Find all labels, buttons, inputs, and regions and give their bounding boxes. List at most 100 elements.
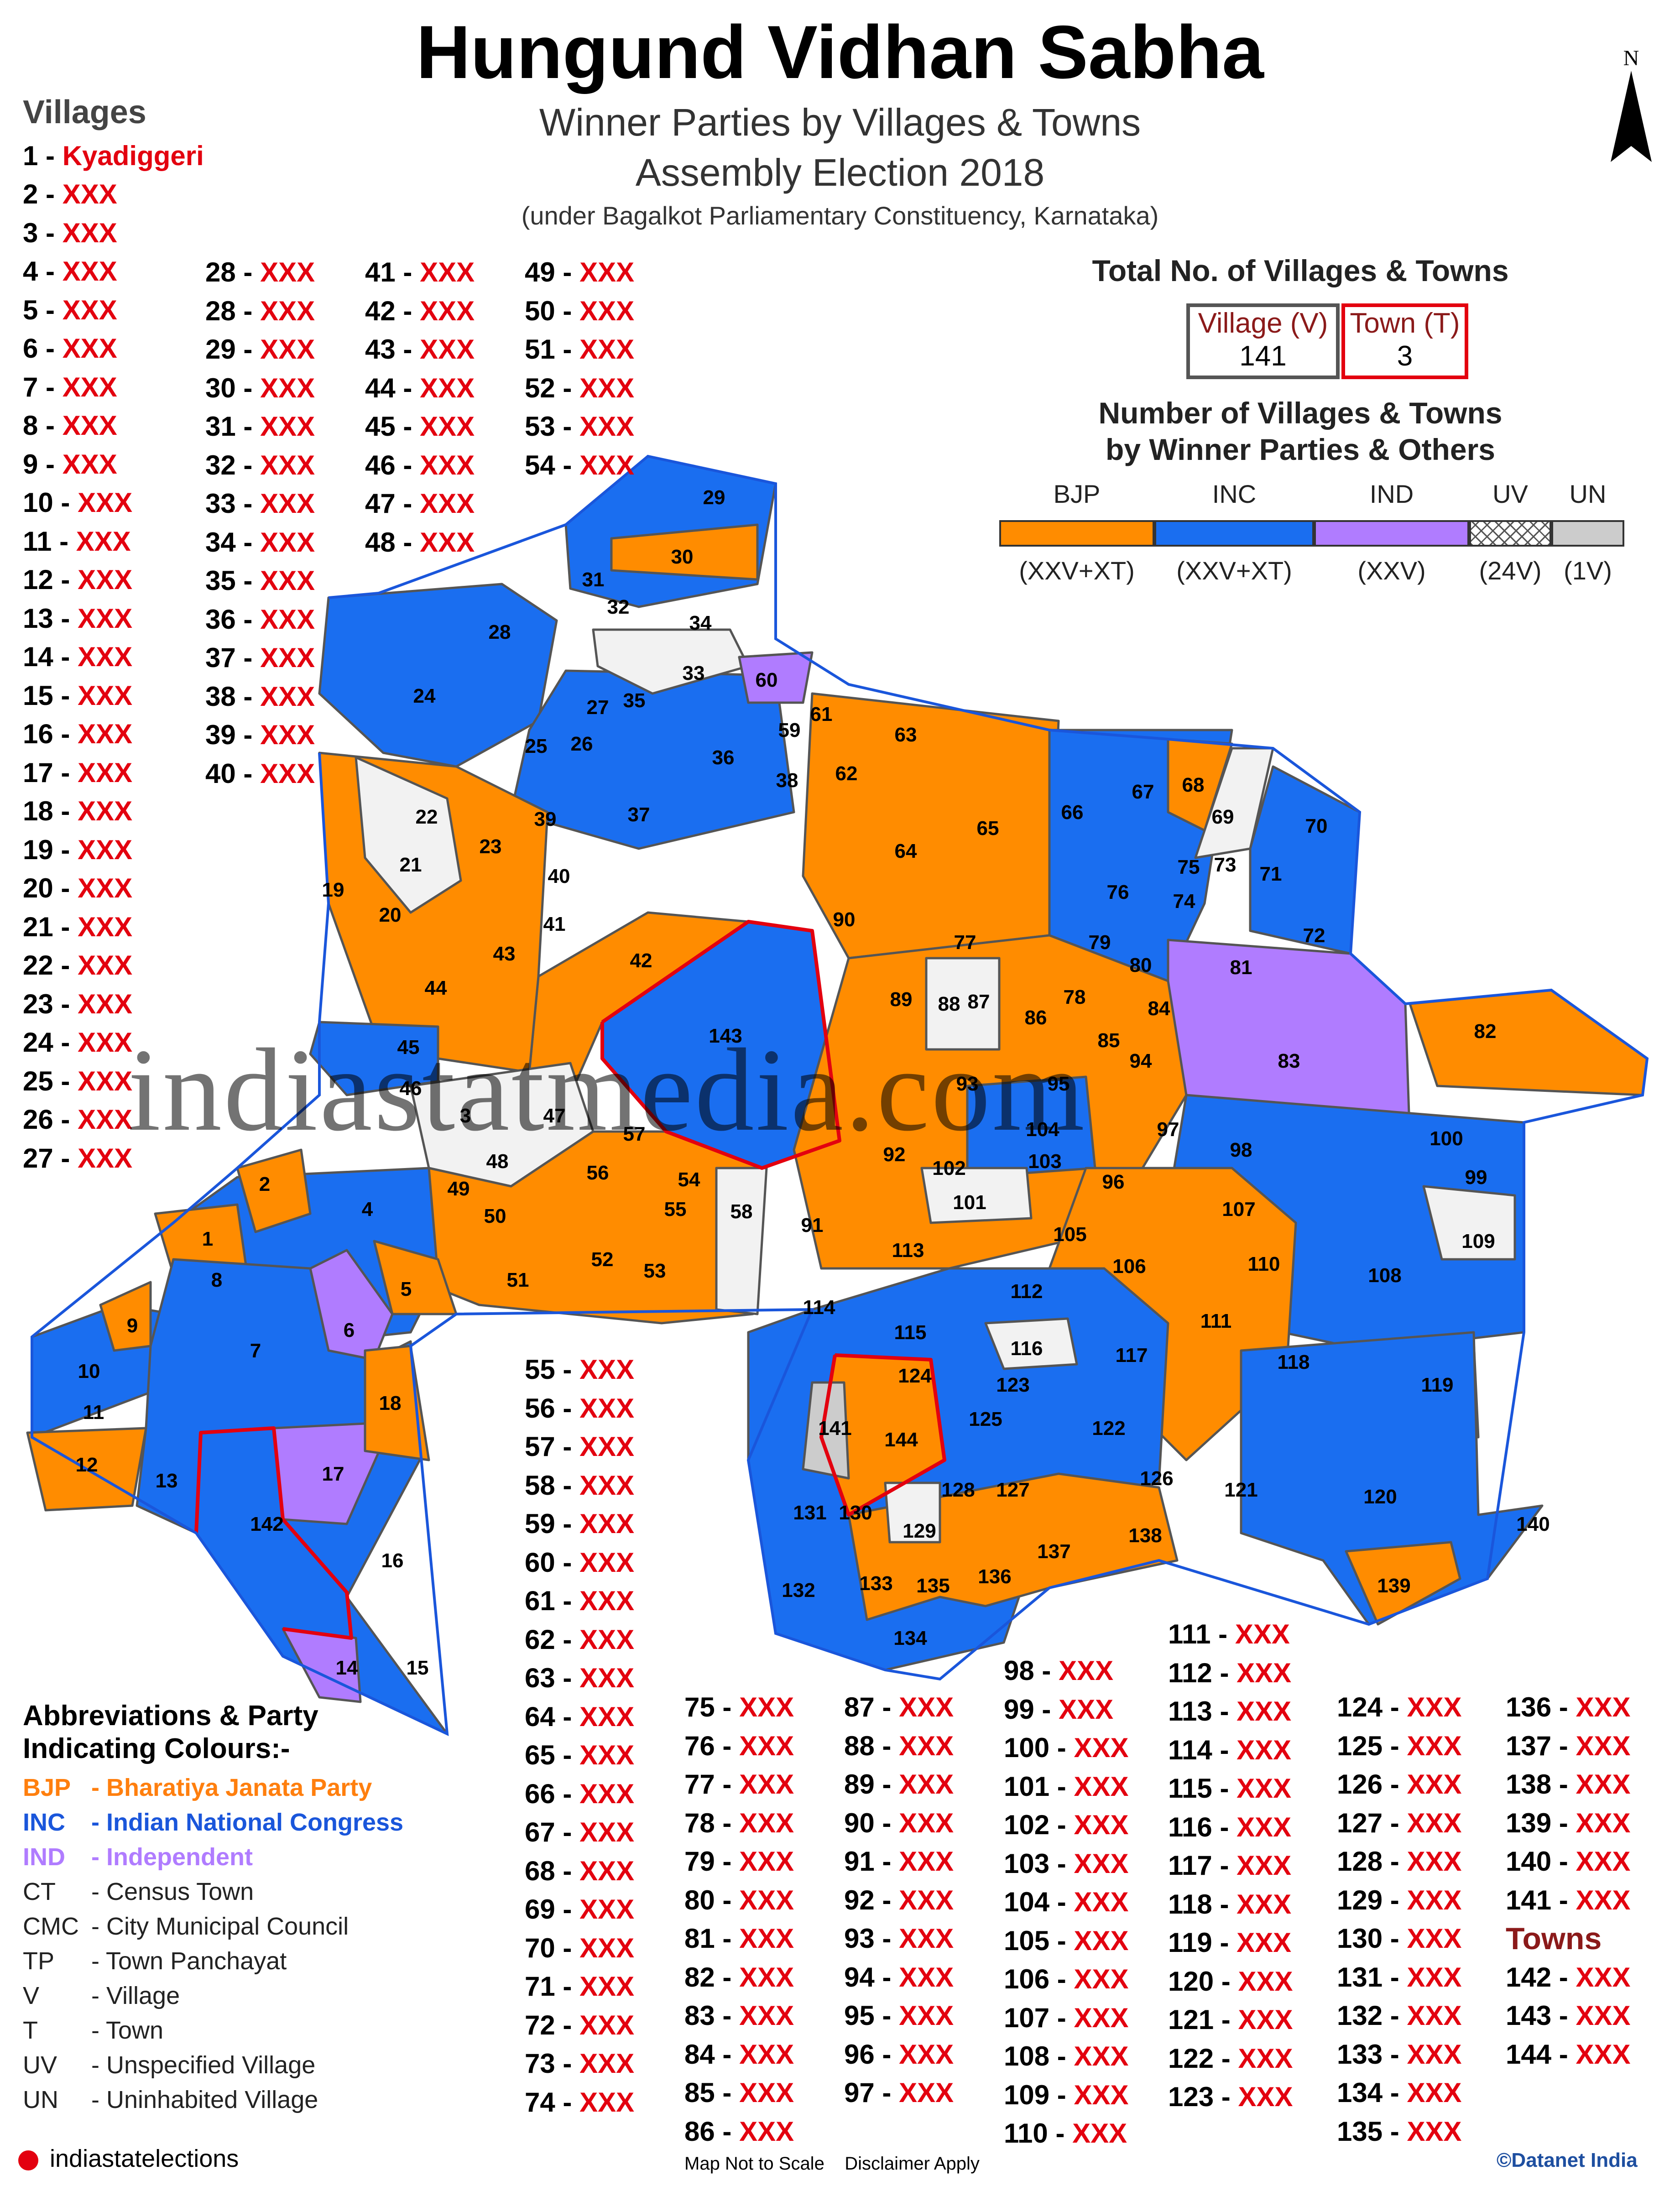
abbreviation-code: T xyxy=(23,2017,38,2044)
map-region-label: 11 xyxy=(83,1401,104,1424)
map-region-label: 63 xyxy=(895,724,917,746)
village-name: XXX xyxy=(899,1846,954,1877)
map-region-label: 67 xyxy=(1132,781,1154,803)
village-number: 4 - xyxy=(23,256,63,287)
village-name: XXX xyxy=(1074,1964,1129,1994)
abbreviation-text: - City Municipal Council xyxy=(91,1913,349,1940)
village-number: 136 - xyxy=(1506,1692,1576,1722)
watermark: indiastatmedia.com xyxy=(128,1022,1086,1158)
village-name: XXX xyxy=(739,1923,794,1954)
map-region-label: 91 xyxy=(801,1214,824,1236)
village-number: 79 - xyxy=(684,1846,740,1877)
village-name: XXX xyxy=(739,2116,794,2147)
map-region-label: 21 xyxy=(400,854,422,876)
village-list-column: 28 - XXX 28 - XXX 29 - XXX 30 - XXX 31 - XXX… xyxy=(205,253,315,793)
map-region-label: 68 xyxy=(1182,774,1205,796)
village-number: 48 - xyxy=(365,527,420,558)
village-list-item: 27 - XXX xyxy=(23,1139,132,1178)
map-region-label: 5 xyxy=(401,1278,412,1300)
map-region-label: 2 xyxy=(259,1173,270,1195)
village-number: 18 - xyxy=(23,796,78,826)
map-region-label: 104 xyxy=(1026,1118,1059,1141)
map-region-label: 31 xyxy=(582,569,605,591)
village-number: 54 - xyxy=(525,449,580,480)
village-list-item: 40 - XXX xyxy=(205,755,315,793)
village-name: XXX xyxy=(260,334,315,365)
village-number: 42 - xyxy=(365,295,420,326)
village-name: XXX xyxy=(260,372,315,403)
village-number: 129 - xyxy=(1337,1884,1407,1915)
village-list-item: 50 - XXX xyxy=(525,292,634,331)
map-region-label: 86 xyxy=(1025,1007,1047,1029)
map-region-label: 65 xyxy=(977,817,999,840)
village-list-item: 114 - XXX xyxy=(1168,1731,1293,1770)
village-number: 91 - xyxy=(844,1846,899,1877)
map-region-label: 19 xyxy=(322,879,344,901)
map-region-label: 35 xyxy=(623,689,646,712)
village-name: XXX xyxy=(579,334,635,365)
village-list-item: 117 - XXX xyxy=(1168,1847,1293,1885)
village-number: 117 - xyxy=(1168,1850,1237,1881)
village-name: XXX xyxy=(260,295,315,326)
village-list-item: 123 - XXX xyxy=(1168,2078,1293,2117)
town-number: 142 - xyxy=(1506,1961,1576,1993)
town-list-item: 144 - XXX xyxy=(1506,2035,1631,2074)
village-number: 82 - xyxy=(684,1961,740,1993)
village-name: XXX xyxy=(579,257,635,287)
abbreviation-code: UV xyxy=(23,2051,57,2079)
village-number: 46 - xyxy=(365,449,420,480)
village-number: 35 - xyxy=(205,565,261,596)
map-region-label: 114 xyxy=(803,1296,836,1319)
map-region-label: 119 xyxy=(1421,1374,1454,1396)
map-region-label: 72 xyxy=(1303,924,1325,947)
north-arrow-icon xyxy=(1611,71,1652,162)
village-name: XXX xyxy=(78,1142,133,1174)
map-region-label: 125 xyxy=(969,1408,1002,1430)
region-uv-116 xyxy=(984,1317,1078,1370)
map-region-label: 107 xyxy=(1222,1198,1255,1221)
map-region-label: 62 xyxy=(835,762,858,785)
village-number: 58 - xyxy=(525,1470,580,1501)
village-name: XXX xyxy=(1237,1657,1292,1688)
village-number: 28 - xyxy=(205,295,261,326)
village-name: XXX xyxy=(62,371,117,402)
village-name: XXX xyxy=(579,2009,635,2040)
map-region-label: 98 xyxy=(1230,1139,1252,1161)
map-region-label: 57 xyxy=(623,1123,646,1145)
abbreviation-item: UV - Unspecified Village xyxy=(23,2048,315,2082)
village-list-item: 68 - XXX xyxy=(525,1852,634,1891)
village-name: XXX xyxy=(1238,2004,1293,2035)
map-region-label: 111 xyxy=(1200,1310,1232,1332)
village-list-item: 92 - XXX xyxy=(844,1881,954,1920)
abbreviation-item: T - Town xyxy=(23,2013,163,2048)
village-name: XXX xyxy=(1407,1961,1462,1993)
map-region-label: 99 xyxy=(1465,1166,1487,1189)
village-list-item: 127 - XXX xyxy=(1337,1804,1462,1843)
abbreviation-item: CT - Census Town xyxy=(23,1874,254,1909)
village-list-item: 129 - XXX xyxy=(1337,1881,1462,1920)
region-inc-west xyxy=(318,583,558,768)
map-region-label: 129 xyxy=(903,1520,936,1542)
map-region-label: 17 xyxy=(322,1463,344,1485)
village-number: 45 - xyxy=(365,411,420,442)
map-region-label: 109 xyxy=(1461,1230,1495,1252)
north-arrow: N xyxy=(1606,46,1656,167)
village-number: 116 - xyxy=(1168,1811,1237,1842)
village-list-item: 19 - XXX xyxy=(23,831,132,870)
village-name: XXX xyxy=(260,681,315,712)
village-number: 30 - xyxy=(205,372,261,403)
village-number: 131 - xyxy=(1337,1961,1407,1993)
map-region-label: 8 xyxy=(211,1269,222,1291)
village-list-item: 2 - XXX xyxy=(23,175,132,214)
map-region-label: 15 xyxy=(407,1657,429,1679)
village-number: 105 - xyxy=(1004,1925,1074,1956)
village-list-item: 74 - XXX xyxy=(525,2083,634,2122)
village-number: 37 - xyxy=(205,642,261,673)
region-uv-88 xyxy=(925,957,1001,1051)
village-name: XXX xyxy=(1407,1692,1462,1722)
totals-title: Total No. of Villages & Towns xyxy=(1092,254,1509,287)
town-name: XXX xyxy=(1576,1961,1631,1993)
map-region-label: 23 xyxy=(480,835,502,858)
village-number: 88 - xyxy=(844,1730,899,1761)
village-number: 65 - xyxy=(525,1740,580,1770)
